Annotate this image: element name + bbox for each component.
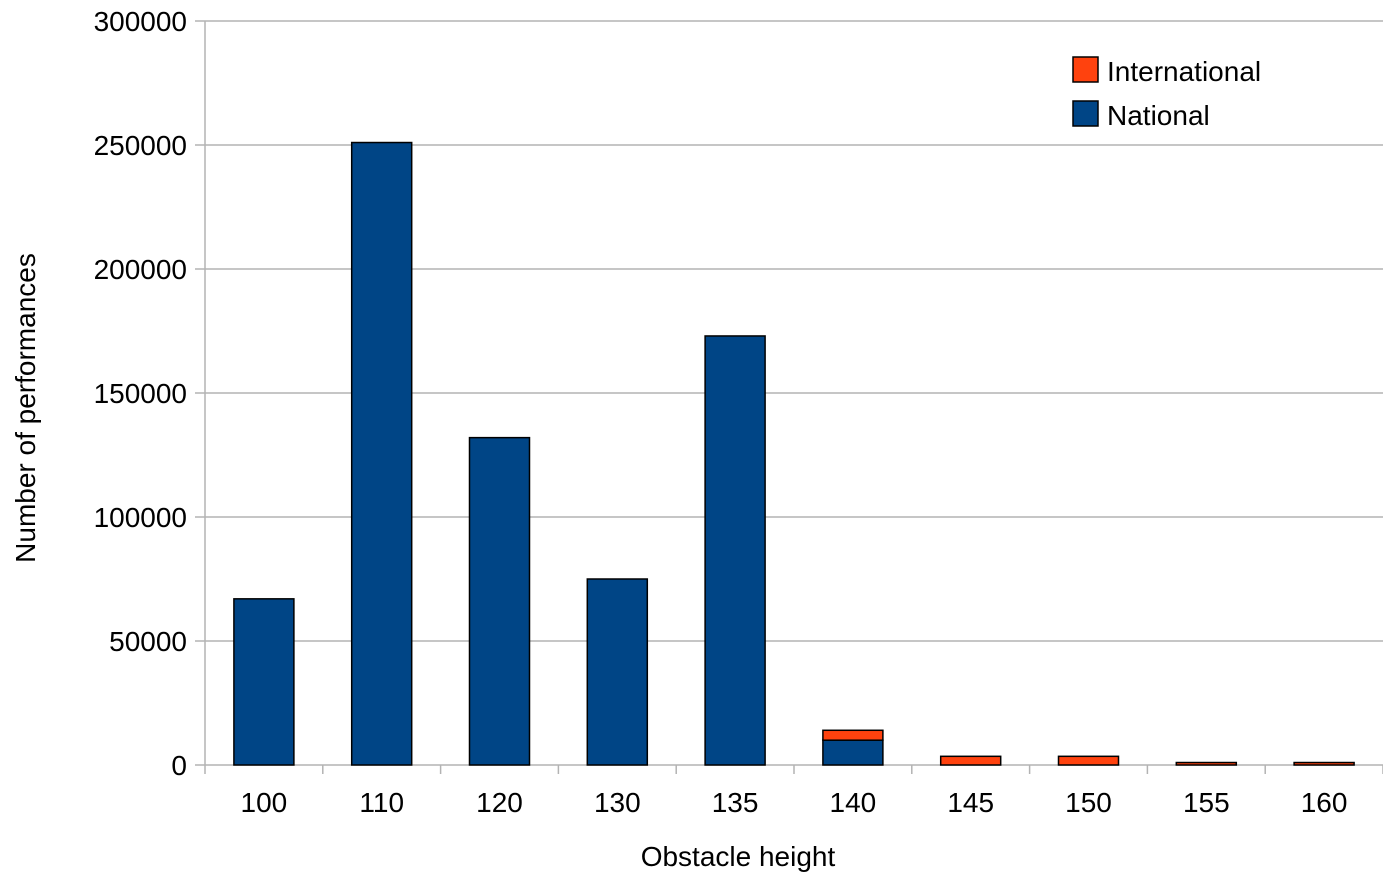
legend-label-national: National xyxy=(1107,100,1210,131)
x-tick-label: 155 xyxy=(1183,787,1230,818)
bar-national-140 xyxy=(822,739,884,766)
legend-swatch-national xyxy=(1072,100,1099,127)
legend: International National xyxy=(1072,56,1261,131)
y-tick-label: 100000 xyxy=(94,502,187,533)
bar-international-155 xyxy=(1175,761,1238,766)
x-tick-label: 130 xyxy=(594,787,641,818)
y-tick-label: 50000 xyxy=(109,626,187,657)
legend-swatch-international xyxy=(1072,56,1099,83)
tick-labels: 0 50000 100000 150000 200000 250000 300000 100 1… xyxy=(94,6,1348,818)
y-tick-label: 200000 xyxy=(94,254,187,285)
x-tick-label: 100 xyxy=(241,787,288,818)
bar-national-100 xyxy=(233,598,295,766)
x-tick-label: 110 xyxy=(359,787,404,818)
bar-national-110 xyxy=(350,141,413,766)
x-tick-label: 150 xyxy=(1065,787,1112,818)
y-tick-label: 300000 xyxy=(94,6,187,37)
legend-label-international: International xyxy=(1107,56,1261,87)
bar-international-160 xyxy=(1293,761,1355,766)
bars xyxy=(233,141,1355,766)
y-axis-title: Number of performances xyxy=(10,253,41,563)
bar-national-130 xyxy=(586,578,649,766)
y-tick-label: 250000 xyxy=(94,130,187,161)
bar-international-145 xyxy=(939,755,1002,766)
x-tick-label: 145 xyxy=(947,787,994,818)
x-tick-label: 120 xyxy=(476,787,523,818)
x-tick-label: 160 xyxy=(1301,787,1348,818)
y-tick-label: 0 xyxy=(171,750,187,781)
x-tick-label: 135 xyxy=(712,787,759,818)
x-axis-title: Obstacle height xyxy=(641,841,836,872)
bar-international-140 xyxy=(822,729,884,741)
x-tick-label: 140 xyxy=(830,787,877,818)
bar-international-150 xyxy=(1057,755,1120,766)
bar-national-135 xyxy=(704,335,766,766)
bar-national-120 xyxy=(468,436,531,766)
y-tick-label: 150000 xyxy=(94,378,187,409)
